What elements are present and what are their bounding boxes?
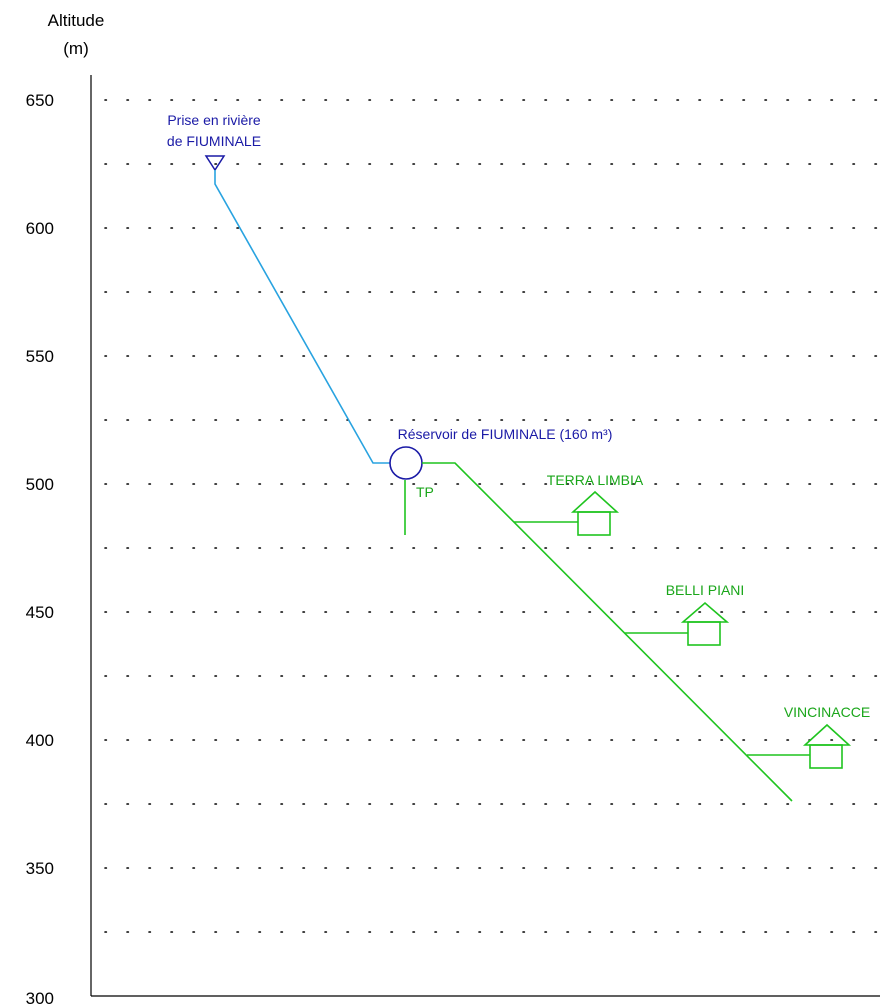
reservoir-icon xyxy=(389,446,423,480)
tick-label-400: 400 xyxy=(26,731,54,750)
altitude-tick-labels: 650 600 550 500 450 400 350 300 xyxy=(26,91,54,1008)
intake-label-line1: Prise en rivière xyxy=(167,112,261,128)
terra-limbia-label: TERRA LIMBIA xyxy=(547,472,644,488)
terra-limbia-house-icon xyxy=(570,490,620,536)
intake-pipe xyxy=(214,170,390,464)
distribution-main-pipe xyxy=(422,462,793,802)
axis-title-line1: Altitude xyxy=(48,11,105,30)
axis-title-line2: (m) xyxy=(63,39,88,58)
vincinacce-label: VINCINACCE xyxy=(784,704,870,720)
tick-label-350: 350 xyxy=(26,859,54,878)
tick-label-650: 650 xyxy=(26,91,54,110)
gridlines xyxy=(104,99,884,933)
reservoir-label: Réservoir de FIUMINALE (160 m³) xyxy=(398,426,613,442)
belli-piani-label: BELLI PIANI xyxy=(666,582,745,598)
belli-piani-house-icon xyxy=(680,601,730,646)
intake-label-line2: de FIUMINALE xyxy=(167,133,261,149)
tick-label-500: 500 xyxy=(26,475,54,494)
tick-label-600: 600 xyxy=(26,219,54,238)
tick-label-300: 300 xyxy=(26,989,54,1008)
tick-label-450: 450 xyxy=(26,603,54,622)
tick-label-550: 550 xyxy=(26,347,54,366)
vincinacce-house-icon xyxy=(802,723,852,769)
tp-label: TP xyxy=(416,484,434,500)
intake-triangle-icon xyxy=(204,155,226,172)
